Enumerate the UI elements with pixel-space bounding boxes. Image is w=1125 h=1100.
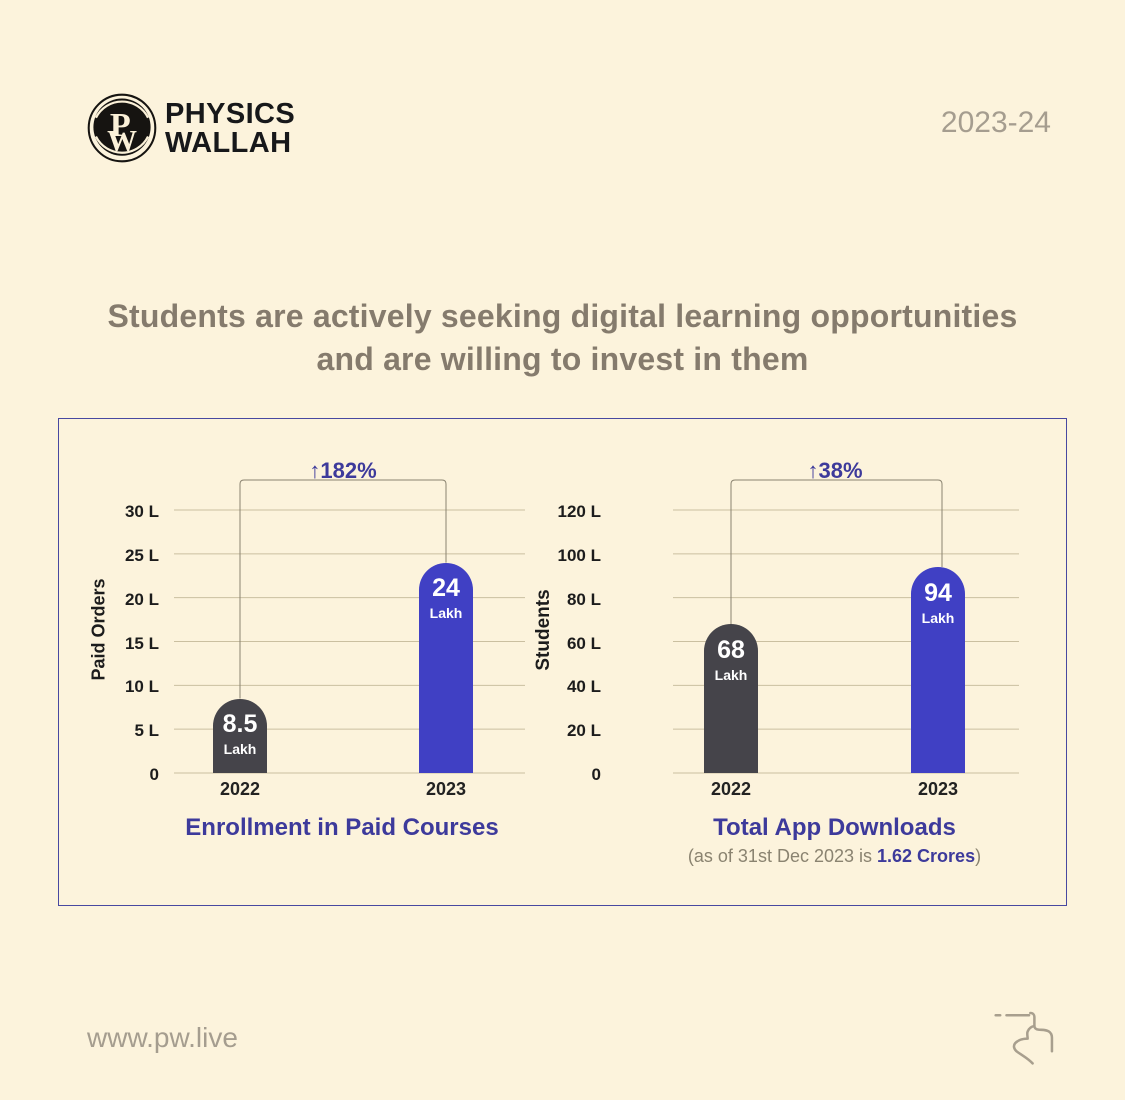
svg-text:W: W (107, 125, 137, 158)
